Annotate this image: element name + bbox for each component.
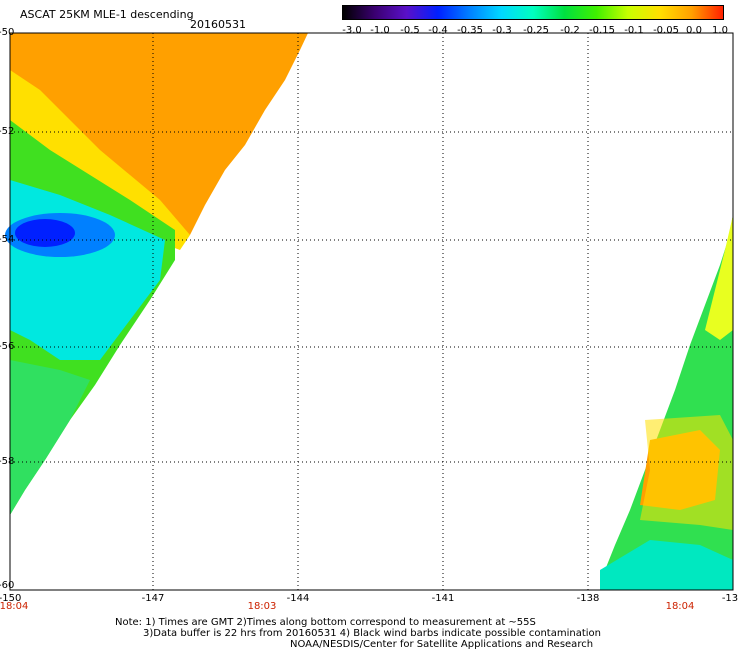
colorbar-label: -0.25 — [523, 25, 549, 36]
lat-label: -52 — [0, 126, 15, 137]
swath-orange-left — [10, 33, 308, 235]
swath-right-yellow — [705, 215, 733, 340]
wind-swaths — [5, 33, 733, 590]
lon-label: -13 — [721, 593, 739, 604]
swath-right-yellow2 — [640, 415, 733, 530]
swath-right-cyan — [600, 540, 733, 590]
colorbar-label: -0.3 — [492, 25, 512, 36]
colorbar-label: -0.5 — [400, 25, 420, 36]
colorbar — [342, 5, 724, 20]
colorbar-labels: -3.0 -1.0 -0.5 -0.4 -0.35 -0.3 -0.25 -0.… — [330, 25, 730, 37]
product-date: 20160531 — [190, 18, 246, 31]
colorbar-label: -0.05 — [653, 25, 679, 36]
colorbar-label: -0.35 — [457, 25, 483, 36]
swath-deepblue-core — [15, 219, 75, 247]
lon-label: -150 — [0, 593, 22, 604]
swath-lower-left — [10, 360, 90, 515]
colorbar-label: -3.0 — [342, 25, 362, 36]
lat-label: -58 — [0, 456, 15, 467]
colorbar-label: -0.1 — [624, 25, 644, 36]
note-line-3: NOAA/NESDIS/Center for Satellite Applica… — [290, 639, 594, 650]
colorbar-label: -0.4 — [428, 25, 448, 36]
note-line-2: 3)Data buffer is 22 hrs from 20160531 4)… — [143, 628, 601, 639]
lat-label: -56 — [0, 341, 15, 352]
colorbar-label: -0.2 — [560, 25, 580, 36]
swath-right — [600, 215, 733, 590]
lon-label: -141 — [431, 593, 455, 604]
lon-label: -147 — [141, 593, 165, 604]
colorbar-label: -0.15 — [589, 25, 615, 36]
lat-label: -54 — [0, 234, 15, 245]
time-label: 18:04 — [665, 601, 695, 612]
time-label: 18:03 — [247, 601, 277, 612]
lon-label: -144 — [286, 593, 310, 604]
note-line-1: Note: 1) Times are GMT 2)Times along bot… — [115, 617, 536, 628]
lat-label: -50 — [0, 27, 15, 38]
colorbar-label: -1.0 — [370, 25, 390, 36]
lon-label: -138 — [576, 593, 600, 604]
colorbar-label: 1.0 — [712, 25, 728, 36]
map-frame — [9, 32, 734, 591]
product-title: ASCAT 25KM MLE-1 descending — [20, 8, 194, 21]
swath-yellow-band — [10, 70, 190, 250]
colorbar-label: 0.0 — [686, 25, 702, 36]
lat-label: -60 — [0, 580, 15, 591]
time-label: 18:04 — [0, 601, 29, 612]
